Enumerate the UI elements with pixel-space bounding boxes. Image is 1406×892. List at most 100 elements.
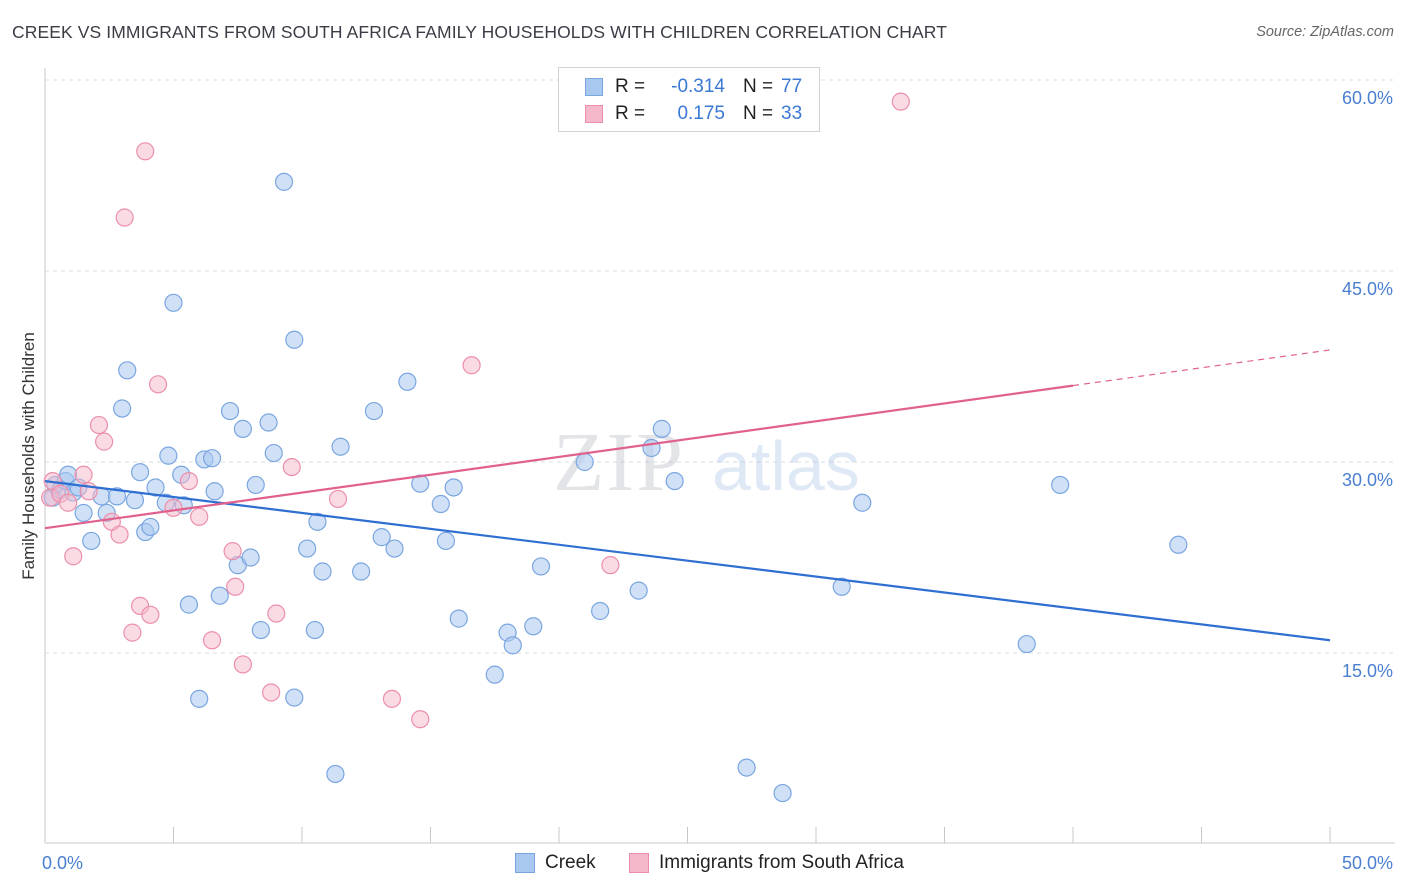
creek-point [853, 493, 872, 512]
creek-point [531, 557, 551, 576]
creek-point [372, 528, 391, 547]
sa-point [223, 542, 242, 561]
creek-point [308, 512, 327, 531]
creek-point [629, 581, 648, 600]
creek-point [398, 372, 417, 391]
y-tick-label: 60.0% [1342, 88, 1393, 108]
sa-point [59, 493, 78, 512]
creek-trend-line [44, 480, 1331, 642]
n-label: N = [743, 76, 774, 97]
creek-point [352, 562, 371, 581]
y-tick-labels: 15.0% 30.0% 45.0% 60.0% [1342, 88, 1393, 681]
sa-point [328, 489, 348, 509]
sa-point [226, 577, 245, 596]
creek-point [112, 399, 132, 418]
sa-point [282, 457, 301, 477]
sa-point [136, 142, 155, 161]
sa-point [89, 415, 109, 435]
creek-point [326, 764, 345, 784]
axes [44, 68, 1395, 844]
sa-point [202, 631, 222, 650]
creek-point [737, 758, 756, 777]
stats-legend: R = -0.314 N = 77 R = 0.175 N = 33 [558, 67, 820, 132]
creek-point [485, 665, 504, 684]
y-tick-label: 45.0% [1342, 279, 1393, 299]
x-tick-label: 50.0% [1342, 853, 1393, 873]
sa-point [190, 507, 209, 526]
sa-point [233, 655, 252, 674]
sa-trend-line [44, 384, 1074, 530]
creek-point [524, 617, 543, 636]
creek-point [125, 491, 145, 510]
creek-point [179, 595, 199, 614]
creek-point [431, 494, 450, 514]
sa-point [267, 604, 286, 623]
creek-point [652, 419, 671, 438]
trend-lines [44, 349, 1331, 642]
sa-point [262, 683, 281, 702]
creek-point [591, 601, 610, 621]
creek-legend-label: Creek [545, 852, 596, 873]
creek-point [364, 401, 384, 421]
r-value: -0.314 [671, 76, 725, 97]
legend-item-sa[interactable]: Immigrants from South Africa [629, 852, 904, 874]
creek-point [305, 620, 324, 640]
grid-lines [45, 79, 1395, 654]
creek-point [1169, 535, 1188, 554]
source-label: Source: ZipAtlas.com [1256, 24, 1394, 40]
creek-point [313, 562, 332, 581]
creek-swatch [585, 78, 603, 96]
y-tick-label: 15.0% [1342, 661, 1393, 681]
y-tick-label: 30.0% [1342, 470, 1393, 490]
sa-point [148, 375, 168, 394]
legend-item-creek[interactable]: Creek [515, 852, 596, 874]
creek-point [164, 293, 183, 312]
creek-point [118, 361, 137, 380]
creek-point [385, 539, 404, 558]
creek-point [146, 478, 165, 497]
sa-point [141, 605, 160, 624]
sa-point [601, 556, 620, 575]
creek-point [436, 531, 456, 551]
creek-point [264, 443, 283, 463]
sa-point [462, 356, 481, 375]
sa-point [95, 432, 114, 451]
watermark: ZIP atlas [553, 416, 860, 509]
sa-point [110, 525, 129, 544]
sa-point [179, 472, 199, 491]
creek-point [210, 586, 229, 605]
legend-row-sa: R = 0.175 N = 33 [585, 101, 802, 127]
creek-point [190, 689, 209, 708]
creek-point [202, 449, 222, 468]
creek-point [665, 472, 684, 491]
sa-point [64, 547, 83, 566]
creek-point [331, 437, 350, 456]
creek-point [298, 539, 317, 558]
creek-point [285, 688, 304, 707]
creek-point [449, 609, 468, 628]
r-label: R = [615, 76, 646, 97]
creek-point [246, 475, 265, 495]
sa-points [41, 92, 910, 729]
creek-legend-swatch [515, 853, 535, 873]
creek-point [130, 463, 150, 482]
n-value: 77 [781, 76, 803, 97]
sa-point [123, 623, 142, 642]
creek-point [773, 783, 792, 803]
creek-point [82, 531, 101, 551]
sa-point [164, 498, 183, 517]
y-axis-label: Family Households with Children [19, 332, 38, 580]
r-value: 0.175 [677, 103, 725, 124]
creek-point [259, 413, 278, 432]
creek-point [205, 482, 224, 501]
creek-point [503, 636, 522, 655]
n-value: 33 [781, 103, 803, 124]
sa-point [382, 689, 402, 708]
x-tick-labels: 0.0% 50.0% [42, 853, 1393, 873]
sa-point [115, 208, 134, 227]
sa-legend-label: Immigrants from South Africa [659, 852, 904, 873]
creek-point [444, 478, 463, 497]
creek-point [141, 517, 160, 537]
chart-title: CREEK VS IMMIGRANTS FROM SOUTH AFRICA FA… [12, 22, 948, 42]
